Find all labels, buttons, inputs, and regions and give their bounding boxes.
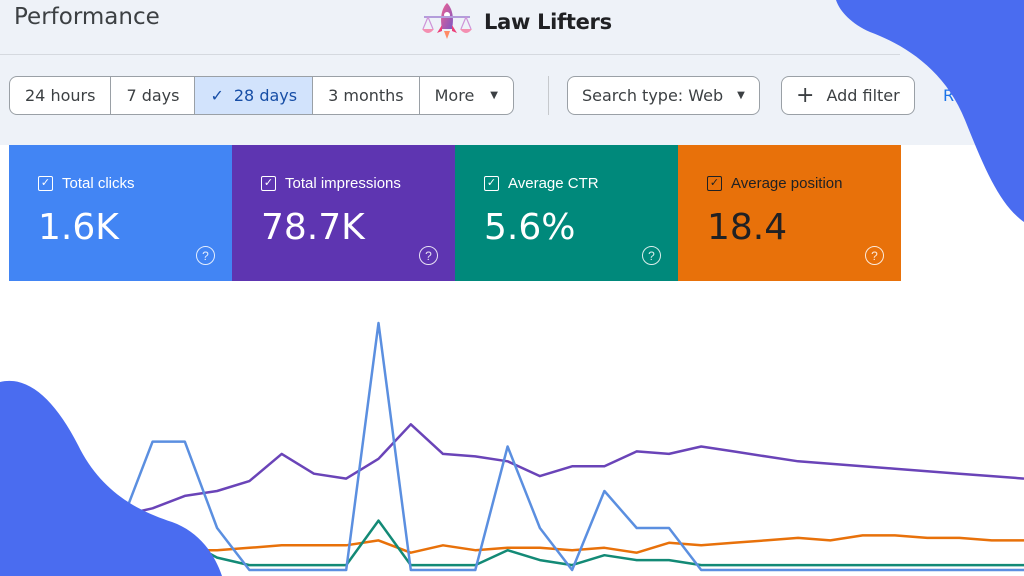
series-line-total-impressions [87,423,1024,517]
checkbox-icon[interactable]: ✓ [261,176,276,191]
metric-card-total-clicks[interactable]: ✓ Total clicks 1.6K ? [9,145,232,281]
search-type-dropdown[interactable]: Search type: Web ▼ [567,76,760,115]
logo: Law Lifters [418,0,612,44]
metric-value: 18.4 [707,207,788,248]
metric-label: Total impressions [285,175,401,192]
chip-label: 3 months [328,86,404,105]
performance-chart [87,321,1024,572]
reset-link[interactable]: Res [943,86,972,105]
metric-label: Average CTR [508,175,599,192]
chip-more[interactable]: More ▼ [420,77,513,114]
chip-28-days[interactable]: ✓ 28 days [195,77,314,114]
caret-down-icon: ▼ [737,90,745,101]
date-range-selector: 24 hours 7 days ✓ 28 days 3 months More … [9,76,514,115]
metric-value: 78.7K [261,207,365,248]
help-circle-icon[interactable]: ? [865,246,884,265]
help-circle-icon[interactable]: ? [419,246,438,265]
series-line-total-clicks [87,321,1024,572]
help-circle-icon[interactable]: ? [196,246,215,265]
chip-label: 24 hours [25,86,96,105]
add-filter-button[interactable]: + Add filter [781,76,915,115]
checkbox-icon[interactable]: ✓ [484,176,499,191]
chip-3-months[interactable]: 3 months [313,77,420,114]
add-filter-label: Add filter [826,86,900,105]
chip-label: 28 days [233,86,298,105]
metric-card-average-position[interactable]: ✓ Average position 18.4 ? [678,145,901,281]
chip-24-hours[interactable]: 24 hours [10,77,112,114]
chip-label: More [434,86,475,105]
toolbar-divider [548,76,549,115]
metric-value: 5.6% [484,207,576,248]
plus-icon: + [796,82,815,108]
metric-card-average-ctr[interactable]: ✓ Average CTR 5.6% ? [455,145,678,281]
search-type-label: Search type: Web [582,86,724,105]
metric-card-total-impressions[interactable]: ✓ Total impressions 78.7K ? [232,145,455,281]
caret-down-icon: ▼ [490,90,498,101]
page-title: Performance [14,4,160,30]
chip-7-days[interactable]: 7 days [111,77,196,114]
header-divider [0,54,900,55]
help-circle-icon[interactable]: ? [642,246,661,265]
checkbox-icon[interactable]: ✓ [707,176,722,191]
chip-label: 7 days [126,86,180,105]
metric-label: Total clicks [62,175,135,192]
metric-label: Average position [731,175,843,192]
metric-value: 1.6K [38,207,119,248]
logo-text: Law Lifters [484,10,612,34]
rocket-scales-icon [422,3,472,39]
checkbox-icon[interactable]: ✓ [38,176,53,191]
check-icon: ✓ [210,86,224,105]
